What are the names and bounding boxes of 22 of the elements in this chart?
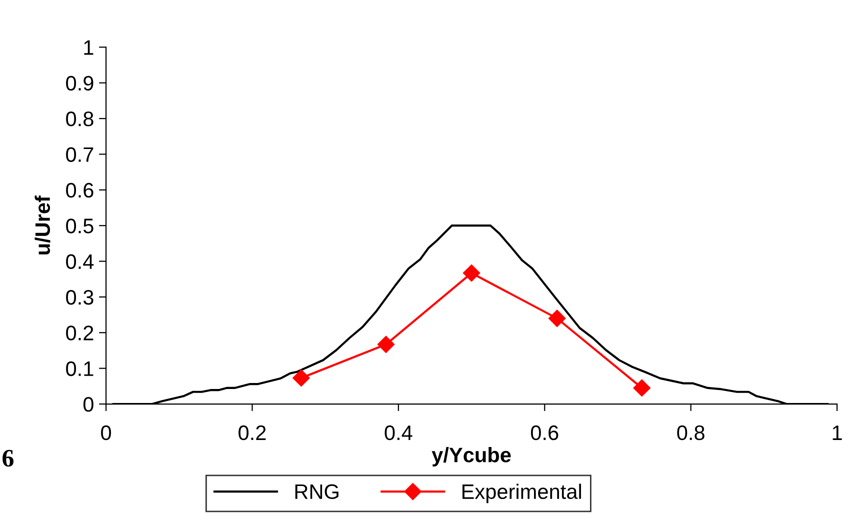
- y-tick-label: 0.1: [66, 361, 94, 376]
- y-tick-label: 0.9: [66, 76, 94, 91]
- legend-label: Experimental: [462, 484, 581, 504]
- y-tick-label: 0: [83, 397, 94, 412]
- x-tick-label: 0.8: [677, 425, 704, 440]
- x-tick-label: 0: [101, 425, 111, 440]
- y-tick-label: 0.7: [66, 147, 94, 162]
- x-axis-title: y/Ycube: [432, 447, 511, 466]
- y-tick-label: 0.4: [66, 254, 94, 270]
- text: 6: [2, 450, 14, 467]
- y-tick-label: 0.5: [66, 218, 94, 234]
- x-tick-label: 1: [832, 426, 842, 440]
- y-axis-title: u/Uref: [34, 195, 50, 254]
- y-tick-label: 1: [84, 40, 94, 55]
- x-tick-label: 0.4: [384, 425, 412, 440]
- x-tick-label: 0.6: [530, 425, 558, 440]
- y-tick-label: 0.2: [66, 326, 94, 340]
- y-tick-label: 0.8: [66, 112, 94, 126]
- legend-label: RNG: [295, 484, 338, 500]
- x-tick-label: 0.2: [238, 425, 266, 440]
- y-tick-label: 0.3: [66, 290, 94, 305]
- y-tick-label: 0.6: [66, 182, 94, 198]
